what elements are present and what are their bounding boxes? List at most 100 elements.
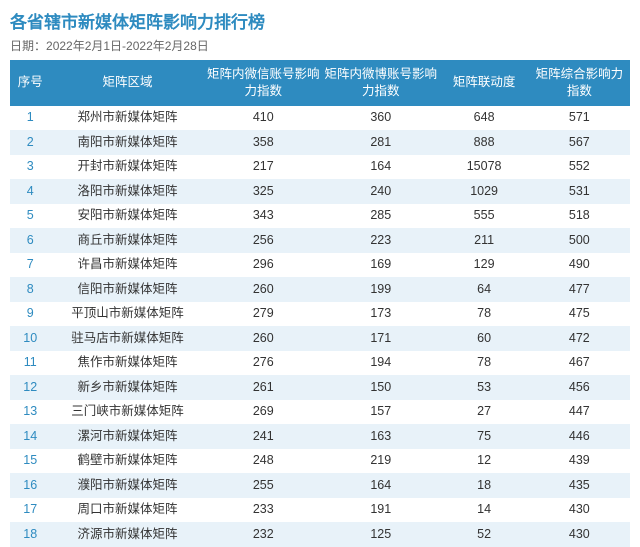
- page-title: 各省辖市新媒体矩阵影响力排行榜: [10, 8, 630, 33]
- cell-rank: 4: [10, 179, 51, 204]
- cell-comp: 439: [529, 449, 630, 474]
- cell-region: 洛阳市新媒体矩阵: [51, 179, 205, 204]
- cell-link: 648: [440, 106, 529, 131]
- cell-region: 郑州市新媒体矩阵: [51, 106, 205, 131]
- cell-region: 濮阳市新媒体矩阵: [51, 473, 205, 498]
- cell-rank: 17: [10, 498, 51, 523]
- cell-link: 1029: [440, 179, 529, 204]
- cell-rank: 3: [10, 155, 51, 180]
- cell-region: 商丘市新媒体矩阵: [51, 228, 205, 253]
- cell-comp: 447: [529, 400, 630, 425]
- cell-wb: 223: [322, 228, 440, 253]
- cell-link: 64: [440, 277, 529, 302]
- table-row: 13三门峡市新媒体矩阵26915727447: [10, 400, 630, 425]
- cell-region: 信阳市新媒体矩阵: [51, 277, 205, 302]
- cell-wx: 276: [205, 351, 323, 376]
- cell-wx: 325: [205, 179, 323, 204]
- cell-comp: 500: [529, 228, 630, 253]
- table-row: 8信阳市新媒体矩阵26019964477: [10, 277, 630, 302]
- cell-region: 许昌市新媒体矩阵: [51, 253, 205, 278]
- table-row: 17周口市新媒体矩阵23319114430: [10, 498, 630, 523]
- cell-link: 75: [440, 424, 529, 449]
- cell-rank: 13: [10, 400, 51, 425]
- cell-region: 新乡市新媒体矩阵: [51, 375, 205, 400]
- cell-rank: 14: [10, 424, 51, 449]
- cell-link: 555: [440, 204, 529, 229]
- table-row: 11焦作市新媒体矩阵27619478467: [10, 351, 630, 376]
- cell-wx: 217: [205, 155, 323, 180]
- table-row: 7许昌市新媒体矩阵296169129490: [10, 253, 630, 278]
- cell-wx: 410: [205, 106, 323, 131]
- cell-link: 211: [440, 228, 529, 253]
- cell-wb: 199: [322, 277, 440, 302]
- cell-wx: 255: [205, 473, 323, 498]
- cell-link: 18: [440, 473, 529, 498]
- cell-wb: 191: [322, 498, 440, 523]
- cell-comp: 571: [529, 106, 630, 131]
- cell-link: 129: [440, 253, 529, 278]
- cell-link: 78: [440, 351, 529, 376]
- cell-wx: 358: [205, 130, 323, 155]
- cell-comp: 477: [529, 277, 630, 302]
- cell-wb: 281: [322, 130, 440, 155]
- cell-link: 27: [440, 400, 529, 425]
- cell-comp: 446: [529, 424, 630, 449]
- cell-wb: 157: [322, 400, 440, 425]
- cell-comp: 531: [529, 179, 630, 204]
- cell-wb: 169: [322, 253, 440, 278]
- cell-rank: 12: [10, 375, 51, 400]
- table-row: 2南阳市新媒体矩阵358281888567: [10, 130, 630, 155]
- cell-rank: 16: [10, 473, 51, 498]
- cell-comp: 467: [529, 351, 630, 376]
- cell-region: 驻马店市新媒体矩阵: [51, 326, 205, 351]
- cell-wx: 296: [205, 253, 323, 278]
- table-row: 12新乡市新媒体矩阵26115053456: [10, 375, 630, 400]
- table-row: 10驻马店市新媒体矩阵26017160472: [10, 326, 630, 351]
- cell-region: 南阳市新媒体矩阵: [51, 130, 205, 155]
- table-row: 3开封市新媒体矩阵21716415078552: [10, 155, 630, 180]
- cell-wb: 171: [322, 326, 440, 351]
- col-rank-header: 序号: [10, 60, 51, 106]
- cell-link: 14: [440, 498, 529, 523]
- cell-comp: 518: [529, 204, 630, 229]
- table-row: 6商丘市新媒体矩阵256223211500: [10, 228, 630, 253]
- cell-rank: 9: [10, 302, 51, 327]
- cell-comp: 490: [529, 253, 630, 278]
- cell-wx: 241: [205, 424, 323, 449]
- cell-wx: 232: [205, 522, 323, 547]
- table-row: 1郑州市新媒体矩阵410360648571: [10, 106, 630, 131]
- cell-wx: 248: [205, 449, 323, 474]
- cell-wx: 260: [205, 277, 323, 302]
- cell-comp: 456: [529, 375, 630, 400]
- cell-wb: 194: [322, 351, 440, 376]
- table-row: 16濮阳市新媒体矩阵25516418435: [10, 473, 630, 498]
- date-value: 2022年2月1日-2022年2月28日: [46, 39, 209, 53]
- cell-region: 周口市新媒体矩阵: [51, 498, 205, 523]
- cell-wb: 360: [322, 106, 440, 131]
- cell-region: 开封市新媒体矩阵: [51, 155, 205, 180]
- cell-wb: 285: [322, 204, 440, 229]
- cell-wb: 240: [322, 179, 440, 204]
- cell-region: 三门峡市新媒体矩阵: [51, 400, 205, 425]
- cell-wb: 125: [322, 522, 440, 547]
- cell-wx: 279: [205, 302, 323, 327]
- cell-wb: 173: [322, 302, 440, 327]
- col-wx-header: 矩阵内微信账号影响力指数: [205, 60, 323, 106]
- cell-rank: 11: [10, 351, 51, 376]
- cell-link: 60: [440, 326, 529, 351]
- table-row: 15鹤壁市新媒体矩阵24821912439: [10, 449, 630, 474]
- col-wb-header: 矩阵内微博账号影响力指数: [322, 60, 440, 106]
- table-header: 序号 矩阵区域 矩阵内微信账号影响力指数 矩阵内微博账号影响力指数 矩阵联动度 …: [10, 60, 630, 106]
- date-label: 日期：: [10, 39, 46, 53]
- cell-wx: 260: [205, 326, 323, 351]
- cell-region: 安阳市新媒体矩阵: [51, 204, 205, 229]
- cell-comp: 567: [529, 130, 630, 155]
- cell-wx: 269: [205, 400, 323, 425]
- cell-rank: 7: [10, 253, 51, 278]
- cell-comp: 472: [529, 326, 630, 351]
- cell-wb: 164: [322, 155, 440, 180]
- cell-link: 888: [440, 130, 529, 155]
- cell-wb: 150: [322, 375, 440, 400]
- cell-link: 12: [440, 449, 529, 474]
- cell-wx: 343: [205, 204, 323, 229]
